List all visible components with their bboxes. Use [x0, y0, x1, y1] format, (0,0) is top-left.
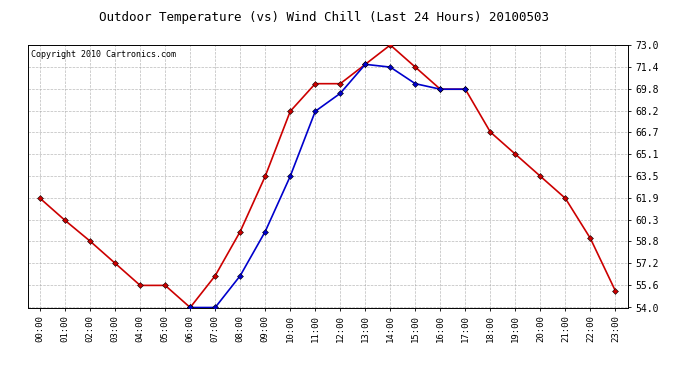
- Text: Copyright 2010 Cartronics.com: Copyright 2010 Cartronics.com: [30, 50, 175, 59]
- Text: Outdoor Temperature (vs) Wind Chill (Last 24 Hours) 20100503: Outdoor Temperature (vs) Wind Chill (Las…: [99, 11, 549, 24]
